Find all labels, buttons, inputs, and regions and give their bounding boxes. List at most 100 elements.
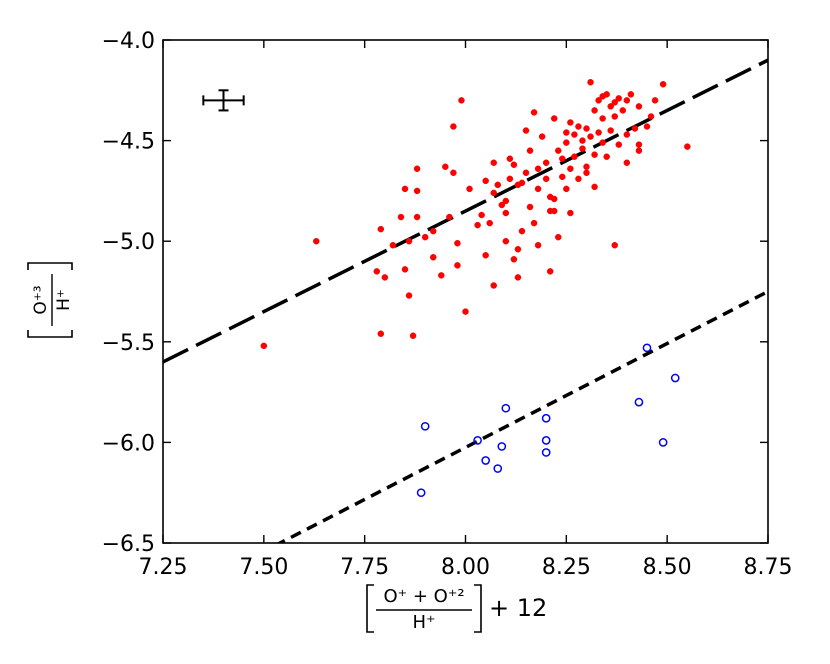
filled-circle-point <box>599 139 606 146</box>
filled-circle-point <box>534 185 542 193</box>
filled-circle-point <box>518 227 526 235</box>
filled-circle-point <box>389 241 397 249</box>
filled-circle-point <box>595 129 602 136</box>
filled-circle-point <box>550 115 558 122</box>
filled-circle-point <box>450 123 457 130</box>
y-tick-label: −4.5 <box>102 130 155 155</box>
filled-circle-point <box>575 175 582 183</box>
filled-circle-point <box>502 237 510 245</box>
y-label-denominator: H⁺ <box>54 289 74 311</box>
filled-circle-point <box>647 113 655 120</box>
y-label-left-bracket <box>27 330 73 338</box>
y-tick-label: −5.5 <box>102 331 155 356</box>
filled-circle-point <box>413 213 421 221</box>
filled-circle-point <box>534 241 542 249</box>
axis-ticks <box>162 39 769 544</box>
filled-circle-point <box>591 151 598 158</box>
filled-circle-point <box>623 97 631 104</box>
x-label-suffix: + 12 <box>489 594 547 622</box>
filled-circle-point <box>615 95 623 102</box>
y-label-right-bracket <box>27 262 73 270</box>
open-circle-point <box>658 438 668 447</box>
filled-circle-point <box>550 195 558 203</box>
filled-circle-point <box>567 209 574 217</box>
x-label-right-bracket <box>474 584 482 633</box>
x-tick-label: 8.50 <box>643 555 692 580</box>
filled-circle-point <box>635 141 643 148</box>
filled-circle-point <box>490 189 497 197</box>
filled-circle-point <box>397 213 405 221</box>
filled-circle-point <box>486 219 493 227</box>
filled-circle-point <box>583 169 590 177</box>
y-tick-label: −6.0 <box>102 431 155 456</box>
filled-circle-point <box>542 159 550 166</box>
y-tick-label: −6.5 <box>102 532 155 557</box>
filled-circle-point <box>458 97 465 104</box>
x-tick-label: 7.50 <box>239 555 288 580</box>
filled-circle-point <box>421 233 429 241</box>
filled-circle-point <box>579 145 586 152</box>
filled-circle-point <box>530 109 538 116</box>
filled-circle-point <box>587 133 594 140</box>
open-circle-point <box>473 436 482 445</box>
filled-circle-point <box>563 185 570 193</box>
filled-circle-point <box>559 155 566 162</box>
filled-circle-point <box>627 91 635 98</box>
open-circle-point <box>481 456 491 465</box>
filled-circle-point <box>599 115 606 122</box>
filled-circle-point <box>405 237 413 245</box>
y-tick-label: −5.0 <box>102 230 155 255</box>
open-circle-point <box>634 397 644 407</box>
filled-circle-point <box>490 159 497 166</box>
filled-circle-point <box>579 137 586 144</box>
x-tick-label: 8.00 <box>441 555 490 580</box>
filled-circle-point <box>510 161 518 168</box>
open-circle-point <box>420 421 430 431</box>
filled-circle-point <box>442 163 449 171</box>
filled-circle-point <box>635 103 643 110</box>
filled-circle-point <box>446 213 453 221</box>
y-tick-labels: −6.5 −6.0 −5.5 −5.0 −4.5 −4.0 <box>102 29 155 557</box>
filled-circle-point <box>514 245 522 253</box>
filled-circle-point <box>514 274 522 281</box>
filled-circle-point <box>482 252 489 259</box>
open-circle-point <box>493 464 503 473</box>
filled-circle-point <box>583 125 590 132</box>
filled-circle-point <box>466 185 473 193</box>
x-tick-label: 8.25 <box>542 555 591 580</box>
fit-line-long-dash <box>163 58 768 364</box>
filled-circle-point <box>498 201 506 209</box>
filled-circle-point <box>591 183 598 191</box>
filled-circle-point <box>377 225 385 233</box>
filled-circle-point <box>684 143 691 150</box>
filled-circle-point <box>546 268 554 275</box>
filled-circle-point <box>643 123 651 130</box>
open-circle-point <box>501 403 511 413</box>
filled-circle-point <box>607 103 614 110</box>
open-circle-point <box>497 442 507 451</box>
filled-circle-point <box>563 139 570 146</box>
filled-circle-point <box>381 274 389 281</box>
x-tick-label: 7.75 <box>340 555 389 580</box>
filled-circle-point <box>405 292 413 299</box>
open-circle-point <box>416 488 426 498</box>
filled-circle-point <box>587 79 594 86</box>
filled-circle-point <box>409 332 417 340</box>
filled-circle-point <box>429 227 437 235</box>
open-circle-point <box>642 343 652 353</box>
filled-circle-point <box>413 165 421 173</box>
filled-circle-point <box>575 123 582 130</box>
filled-circle-point <box>635 147 643 154</box>
y-tick-label: −4.0 <box>102 29 155 54</box>
filled-circle-point <box>603 91 610 98</box>
filled-circle-point <box>429 254 437 261</box>
filled-circle-point <box>373 268 381 275</box>
filled-circle-point <box>506 175 514 183</box>
filled-circle-point <box>538 133 546 140</box>
filled-circle-point <box>522 127 530 134</box>
filled-circle-point <box>651 97 659 104</box>
filled-circle-point <box>413 187 421 195</box>
open-circle-point <box>541 436 551 445</box>
filled-circle-point <box>619 107 627 114</box>
